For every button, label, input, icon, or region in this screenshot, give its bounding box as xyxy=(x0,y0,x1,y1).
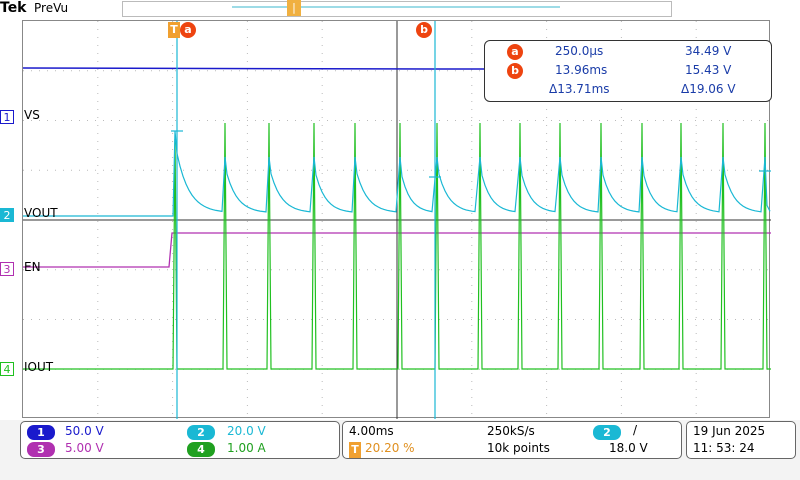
cursor-a-volts: 34.49 V xyxy=(685,44,732,58)
ch2-marker[interactable]: 2 xyxy=(0,208,14,222)
record-view-window[interactable] xyxy=(232,6,560,8)
cursor-b-row: b 13.96ms 15.43 V xyxy=(485,63,771,81)
ch2-scale-badge[interactable]: 2 xyxy=(187,425,215,440)
cursor-a-badge[interactable]: a xyxy=(180,22,196,38)
acquisition-mode: PreVu xyxy=(34,1,69,15)
cursor-b-time: 13.96ms xyxy=(555,63,608,77)
sample-rate: 250kS/s xyxy=(487,424,535,438)
cursor-delta-volts: Δ19.06 V xyxy=(681,82,736,96)
horizontal-trigger-panel[interactable]: 4.00ms 250kS/s 2 / T 20.20 % 10k points … xyxy=(342,421,682,459)
ch4-scale-badge[interactable]: 4 xyxy=(187,442,215,457)
timebase[interactable]: 4.00ms xyxy=(349,424,394,438)
ch3-scale-badge[interactable]: 3 xyxy=(27,442,55,457)
trigger-channel-badge[interactable]: 2 xyxy=(593,425,621,440)
cursor-delta-row: Δ13.71ms Δ19.06 V xyxy=(485,82,771,100)
top-bar: Tek PreVu | xyxy=(0,0,800,20)
ch3-scale[interactable]: 5.00 V xyxy=(65,441,104,455)
datetime-panel: 19 Jun 2025 11: 53: 24 xyxy=(686,421,796,459)
ch1-label: VS xyxy=(24,108,40,122)
ch3-marker[interactable]: 3 xyxy=(0,262,14,276)
ch1-scale[interactable]: 50.0 V xyxy=(65,424,104,438)
brand-logo: Tek xyxy=(0,0,27,16)
ch2-trace xyxy=(23,130,771,217)
trigger-position-icon[interactable]: | xyxy=(287,0,301,16)
record-length[interactable]: 10k points xyxy=(487,441,550,455)
cursor-delta-time: Δ13.71ms xyxy=(549,82,610,96)
ch2-label: VOUT xyxy=(24,206,58,220)
ch1-scale-badge[interactable]: 1 xyxy=(27,425,55,440)
waveform-svg xyxy=(22,21,771,419)
ch4-label: IOUT xyxy=(24,360,54,374)
date: 19 Jun 2025 xyxy=(693,424,766,438)
cursor-b-icon: b xyxy=(507,63,523,79)
trigger-position[interactable]: 20.20 % xyxy=(365,441,415,455)
record-view-bar[interactable] xyxy=(122,1,672,17)
trigger-level[interactable]: 18.0 V xyxy=(609,441,648,455)
trigger-marker-icon[interactable]: T xyxy=(168,22,180,38)
trigger-slope-icon[interactable]: / xyxy=(633,423,638,437)
cursor-a-icon: a xyxy=(507,44,523,60)
time: 11: 53: 24 xyxy=(693,441,755,455)
ch3-trace xyxy=(23,232,771,268)
cursor-readout: a 250.0µs 34.49 V b 13.96ms 15.43 V Δ13.… xyxy=(484,40,772,102)
ch3-label: EN xyxy=(24,260,41,274)
ch2-scale[interactable]: 20.0 V xyxy=(227,424,266,438)
status-bar: 1 50.0 V 2 20.0 V 3 5.00 V 4 1.00 A 4.00… xyxy=(0,420,800,480)
ch4-scale[interactable]: 1.00 A xyxy=(227,441,266,455)
cursor-b-volts: 15.43 V xyxy=(685,63,732,77)
vertical-scale-panel[interactable]: 1 50.0 V 2 20.0 V 3 5.00 V 4 1.00 A xyxy=(20,421,340,459)
ch1-marker[interactable]: 1 xyxy=(0,110,14,124)
cursor-a-time: 250.0µs xyxy=(555,44,604,58)
ch4-marker[interactable]: 4 xyxy=(0,362,14,376)
cursor-b-badge[interactable]: b xyxy=(416,22,432,38)
cursor-a-row: a 250.0µs 34.49 V xyxy=(485,44,771,62)
trigger-position-badge-icon: T xyxy=(349,442,361,458)
